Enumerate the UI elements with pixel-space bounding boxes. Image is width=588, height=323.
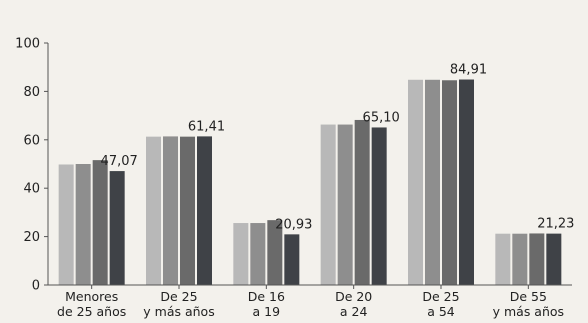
bar	[58, 164, 74, 285]
data-label: 84,91	[450, 63, 487, 78]
bar	[233, 223, 249, 285]
y-tick-label: 40	[23, 182, 40, 197]
x-tick-label: a 19	[253, 304, 281, 319]
x-tick-label: De 20	[335, 289, 372, 304]
data-label: 65,10	[363, 110, 400, 125]
x-tick-label: a 54	[427, 304, 455, 319]
bar	[267, 220, 283, 285]
bar-groups	[58, 79, 562, 286]
bar	[109, 171, 125, 285]
data-label: 21,23	[537, 217, 574, 232]
bar	[459, 79, 474, 286]
bar	[425, 79, 440, 285]
x-tick-label: Menores	[65, 289, 118, 304]
bar	[180, 136, 195, 285]
bar	[546, 233, 562, 285]
bar	[337, 124, 353, 285]
bar	[250, 223, 266, 285]
x-tick-label: De 25	[422, 289, 459, 304]
bar	[371, 127, 387, 285]
bar	[529, 233, 545, 285]
bar	[163, 136, 178, 285]
data-labels: 47,07 61,41 20,93 65,10 84,91 21,23	[101, 63, 575, 233]
data-label: 47,07	[101, 154, 138, 169]
y-tick-label: 20	[23, 230, 40, 245]
y-tick-label: 100	[15, 37, 40, 52]
x-tick-label: a 24	[340, 304, 368, 319]
bar	[75, 164, 91, 285]
bar	[197, 136, 212, 285]
x-tick-label: De 55	[510, 289, 547, 304]
bar	[495, 233, 511, 285]
x-tick-label: y más años	[143, 304, 214, 319]
bar	[442, 80, 457, 285]
y-tick-label: 80	[23, 85, 40, 100]
x-tick-label: de 25 años	[57, 304, 126, 319]
y-axis: 0 20 40 60 80 100	[15, 37, 49, 294]
bar	[284, 234, 300, 285]
bar	[92, 160, 108, 285]
bar	[512, 233, 528, 285]
data-label: 61,41	[188, 119, 225, 134]
bar	[146, 136, 161, 285]
bar	[408, 79, 423, 285]
bar	[354, 119, 370, 286]
data-label: 20,93	[275, 217, 312, 232]
y-tick-label: 60	[23, 133, 40, 148]
bar	[320, 124, 336, 285]
x-tick-label: De 16	[248, 289, 285, 304]
x-tick-label: y más años	[493, 304, 564, 319]
y-tick-label: 0	[32, 279, 40, 294]
x-tick-label: De 25	[160, 289, 197, 304]
